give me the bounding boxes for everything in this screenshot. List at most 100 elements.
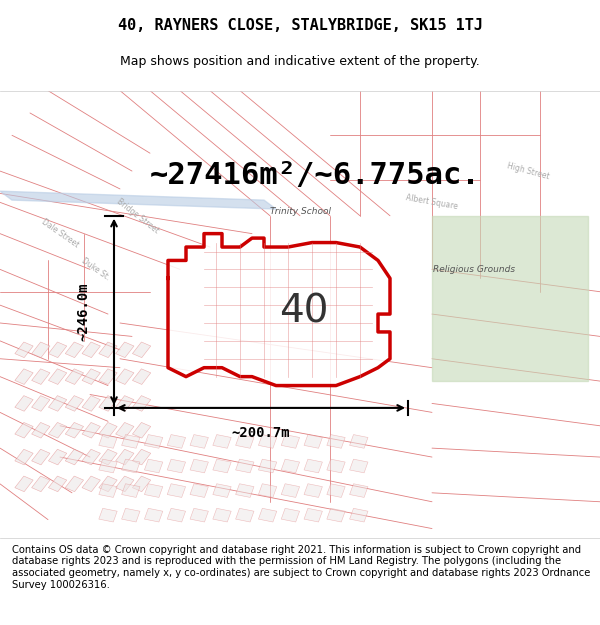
Bar bbox=[82, 449, 100, 465]
Polygon shape bbox=[0, 191, 276, 209]
Bar bbox=[99, 484, 117, 498]
Bar bbox=[259, 508, 277, 522]
Text: ~200.7m: ~200.7m bbox=[232, 426, 290, 440]
Bar bbox=[304, 434, 322, 448]
Bar bbox=[167, 484, 185, 498]
Bar bbox=[32, 369, 50, 384]
Bar bbox=[133, 476, 151, 492]
Bar bbox=[122, 459, 140, 473]
Bar bbox=[49, 422, 67, 438]
Text: ~246.0m: ~246.0m bbox=[76, 282, 90, 341]
Bar bbox=[99, 459, 117, 473]
Bar bbox=[281, 434, 299, 448]
Bar bbox=[99, 434, 117, 448]
Text: Contains OS data © Crown copyright and database right 2021. This information is : Contains OS data © Crown copyright and d… bbox=[12, 545, 590, 589]
Bar bbox=[327, 508, 345, 522]
Bar bbox=[213, 508, 231, 522]
Bar bbox=[145, 459, 163, 473]
Bar bbox=[190, 484, 208, 498]
Bar bbox=[32, 422, 50, 438]
Bar bbox=[259, 434, 277, 448]
Text: Trinity School: Trinity School bbox=[269, 207, 331, 216]
Bar bbox=[145, 508, 163, 522]
Bar bbox=[15, 342, 33, 357]
Bar bbox=[259, 484, 277, 498]
Bar bbox=[116, 476, 134, 492]
Bar bbox=[145, 434, 163, 448]
Bar bbox=[304, 459, 322, 473]
Bar bbox=[236, 508, 254, 522]
Bar bbox=[122, 434, 140, 448]
Text: Map shows position and indicative extent of the property.: Map shows position and indicative extent… bbox=[120, 55, 480, 68]
Bar bbox=[65, 396, 83, 411]
Bar bbox=[133, 369, 151, 384]
Bar bbox=[32, 342, 50, 357]
Bar bbox=[32, 396, 50, 411]
Bar bbox=[116, 396, 134, 411]
Text: Bridge Street: Bridge Street bbox=[115, 197, 161, 235]
Text: Religious Grounds: Religious Grounds bbox=[433, 265, 515, 274]
Bar bbox=[99, 369, 117, 384]
Bar bbox=[65, 342, 83, 357]
Bar bbox=[116, 422, 134, 438]
Bar bbox=[15, 449, 33, 465]
Bar bbox=[99, 342, 117, 357]
Bar bbox=[213, 434, 231, 448]
Bar bbox=[190, 459, 208, 473]
Bar bbox=[133, 396, 151, 411]
Bar bbox=[350, 484, 368, 498]
Bar bbox=[236, 434, 254, 448]
Bar bbox=[213, 459, 231, 473]
Bar bbox=[15, 476, 33, 492]
Bar bbox=[99, 449, 117, 465]
Bar bbox=[116, 449, 134, 465]
Bar bbox=[350, 459, 368, 473]
Bar bbox=[190, 508, 208, 522]
Polygon shape bbox=[432, 216, 588, 381]
Text: 40: 40 bbox=[279, 292, 328, 330]
Bar bbox=[15, 396, 33, 411]
Bar bbox=[116, 342, 134, 357]
Bar bbox=[236, 459, 254, 473]
Bar bbox=[15, 369, 33, 384]
Bar bbox=[281, 508, 299, 522]
Bar bbox=[82, 342, 100, 357]
Bar bbox=[133, 449, 151, 465]
Text: High Street: High Street bbox=[506, 161, 550, 181]
Bar bbox=[236, 484, 254, 498]
Bar bbox=[65, 449, 83, 465]
Bar bbox=[350, 508, 368, 522]
Bar bbox=[49, 342, 67, 357]
Bar bbox=[82, 396, 100, 411]
Bar bbox=[122, 508, 140, 522]
Bar bbox=[49, 449, 67, 465]
Bar bbox=[65, 476, 83, 492]
Text: 40, RAYNERS CLOSE, STALYBRIDGE, SK15 1TJ: 40, RAYNERS CLOSE, STALYBRIDGE, SK15 1TJ bbox=[118, 18, 482, 33]
Bar bbox=[350, 434, 368, 448]
Bar bbox=[65, 369, 83, 384]
Bar bbox=[327, 484, 345, 498]
Text: ~27416m²/~6.775ac.: ~27416m²/~6.775ac. bbox=[150, 161, 481, 190]
Bar bbox=[99, 476, 117, 492]
Bar bbox=[65, 422, 83, 438]
Bar bbox=[49, 396, 67, 411]
Bar bbox=[133, 342, 151, 357]
Bar bbox=[82, 369, 100, 384]
Text: Duke St.: Duke St. bbox=[80, 256, 112, 282]
Bar bbox=[99, 396, 117, 411]
Bar bbox=[167, 508, 185, 522]
Bar bbox=[304, 508, 322, 522]
Bar bbox=[213, 484, 231, 498]
Bar bbox=[82, 422, 100, 438]
Bar bbox=[167, 434, 185, 448]
Polygon shape bbox=[168, 234, 390, 386]
Bar bbox=[122, 484, 140, 498]
Bar bbox=[49, 369, 67, 384]
Bar bbox=[259, 459, 277, 473]
Bar bbox=[281, 484, 299, 498]
Bar bbox=[116, 369, 134, 384]
Bar bbox=[327, 459, 345, 473]
Bar bbox=[49, 476, 67, 492]
Bar bbox=[133, 422, 151, 438]
Bar bbox=[327, 434, 345, 448]
